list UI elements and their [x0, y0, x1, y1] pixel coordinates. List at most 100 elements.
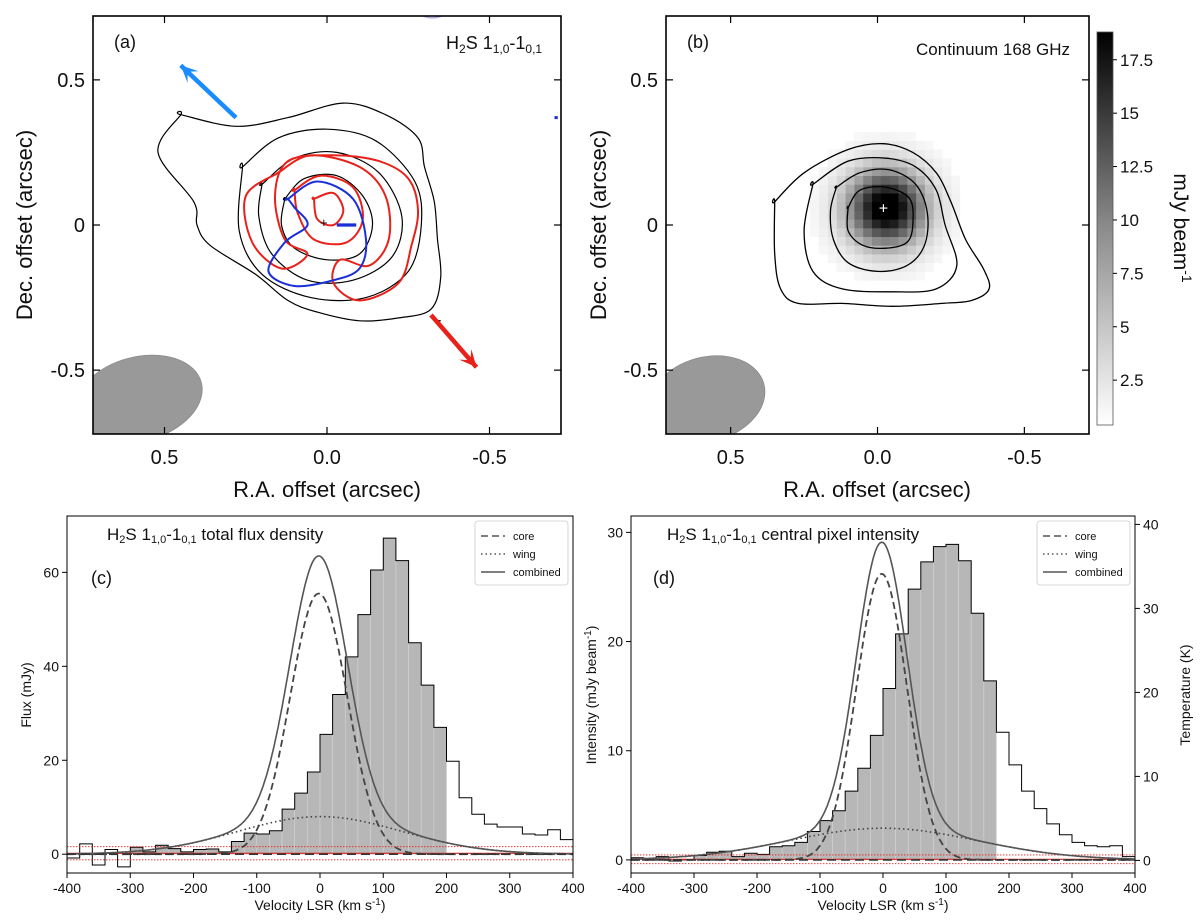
panel-b-pixel [880, 210, 890, 220]
panel-b-pixel [906, 166, 917, 177]
panel-b-pixel [889, 132, 899, 142]
panel-b-pixel [845, 140, 855, 150]
colorbar-tick-label: 15 [1120, 104, 1139, 123]
panel-b-pixel [809, 201, 820, 211]
panel-b-pixel [898, 210, 908, 220]
panel-a-red-contour [243, 154, 420, 302]
panel-b-pixel [862, 254, 873, 264]
panel-b-pixel [827, 245, 837, 255]
panel-b-pixel [942, 245, 952, 255]
panel-d-step-outline [631, 543, 1135, 862]
panel-b-pixel [862, 149, 873, 159]
panel-b-pixel [906, 201, 917, 211]
panel-b-pixel [933, 184, 943, 194]
panel-b: + (b) Continuum 168 GHz 0.5 0.0 -0.5 0.5 0 -… [586, 15, 1195, 502]
panel-b-pixel [854, 201, 864, 211]
panel-b-pixel [933, 210, 943, 220]
panel-b-pixel [845, 193, 855, 203]
panel-b-pixel [818, 193, 828, 203]
panel-b-pixel [898, 158, 908, 168]
panel-d-bar [870, 735, 884, 861]
panel-d-xtick-label: -200 [743, 880, 771, 896]
panel-b-pixel [827, 201, 837, 211]
panel-b-pixel [845, 210, 855, 220]
panel-d-xtick-label: 300 [1060, 880, 1084, 896]
panel-b-pixel [836, 262, 846, 272]
panel-b-pixel [871, 158, 881, 168]
panel-b-pixel [836, 236, 846, 246]
panel-b-pixel [906, 245, 917, 255]
panel-b-pixel [845, 158, 855, 168]
panel-b-pixel [845, 184, 855, 194]
panel-b-pixel [933, 193, 943, 203]
panel-c-tag: (c) [91, 568, 112, 588]
panel-b-pixel [862, 201, 873, 211]
panel-c-step-outline [67, 537, 573, 868]
panel-c-xtick-label: -300 [116, 880, 144, 896]
panel-b-pixel [818, 245, 828, 255]
panel-b-pixel [950, 184, 961, 194]
panel-b-pixel [889, 193, 899, 203]
panel-c-bar [357, 614, 371, 855]
panel-b-pixel [889, 210, 899, 220]
panel-b-pixel [880, 184, 890, 194]
panel-b-pixel [818, 236, 828, 246]
panel-b-pixel [871, 227, 881, 238]
panel-a-blue-contour [267, 180, 368, 288]
panel-c-legend-box [474, 520, 569, 586]
panel-b-pixel [898, 245, 908, 255]
panel-b-pixel [933, 227, 943, 238]
panel-b-pixel [845, 166, 855, 177]
panel-b-pixel [942, 219, 952, 229]
colorbar-tick-label: 10 [1120, 211, 1139, 230]
panel-a-continuum-contour [157, 102, 442, 322]
panel-c-legend: core wing combined [474, 520, 569, 586]
panel-b-pixel [854, 184, 864, 194]
panel-a-continuum-contour [257, 150, 403, 284]
panel-b-pixel [862, 262, 873, 272]
panel-d-legend-label: core [1075, 531, 1096, 543]
panel-b-pixel [915, 219, 925, 229]
panel-c-xtick-label: -100 [243, 880, 271, 896]
panel-b-pixel [871, 262, 881, 272]
panel-d-bar [781, 845, 796, 861]
panel-c-bar [408, 642, 422, 855]
panel-a-red-contour [311, 191, 345, 227]
panel-b-pixel [827, 175, 837, 185]
panel-d-bar [958, 560, 972, 861]
panel-b-pixel [845, 262, 855, 272]
panel-b-pixel [880, 245, 890, 255]
panel-d-xlabel: Velocity LSR (km s-1) [817, 897, 948, 913]
panel-d-xtick-label: 400 [1123, 880, 1147, 896]
panel-b-pixel [924, 210, 934, 220]
panel-c-xtick-label: -200 [179, 880, 207, 896]
panel-a-xtick-label: 0.0 [313, 447, 341, 469]
colorbar-tick-label: 7.5 [1120, 264, 1144, 283]
panel-a-xtick-label: -0.5 [472, 447, 506, 469]
panel-a-continuum-contour [237, 128, 423, 302]
colorbar-tick-label: 2.5 [1120, 371, 1144, 390]
panel-b-pixel [836, 254, 846, 264]
panel-b-pixel [933, 254, 943, 264]
panel-b-pixel [915, 271, 925, 281]
panel-b-pixel [906, 262, 917, 272]
panel-b-pixel [933, 245, 943, 255]
panel-d-bar [857, 767, 871, 861]
panel-b-pixel [845, 254, 855, 264]
panel-b-pixel [880, 149, 890, 159]
panel-d-xtick-label: 100 [934, 880, 958, 896]
panel-b-pixel [818, 227, 828, 238]
panel-b-ylabel: Dec. offset (arcsec) [586, 130, 611, 320]
panel-d-legend-box [1036, 520, 1131, 586]
panel-b-pixel [898, 254, 908, 264]
panel-b-pixel [915, 254, 925, 264]
panel-d-bar [769, 846, 783, 861]
panel-d-fit-combined [631, 541, 1135, 860]
panel-b-pixel [818, 184, 828, 194]
panel-c-xlabel: Velocity LSR (km s-1) [254, 897, 385, 913]
panel-b-pixel [898, 227, 908, 238]
panel-b-pixel [880, 132, 890, 142]
panel-b-pixel [854, 254, 864, 264]
panel-b-pixel [924, 175, 934, 185]
panel-b-pixel [942, 166, 952, 177]
